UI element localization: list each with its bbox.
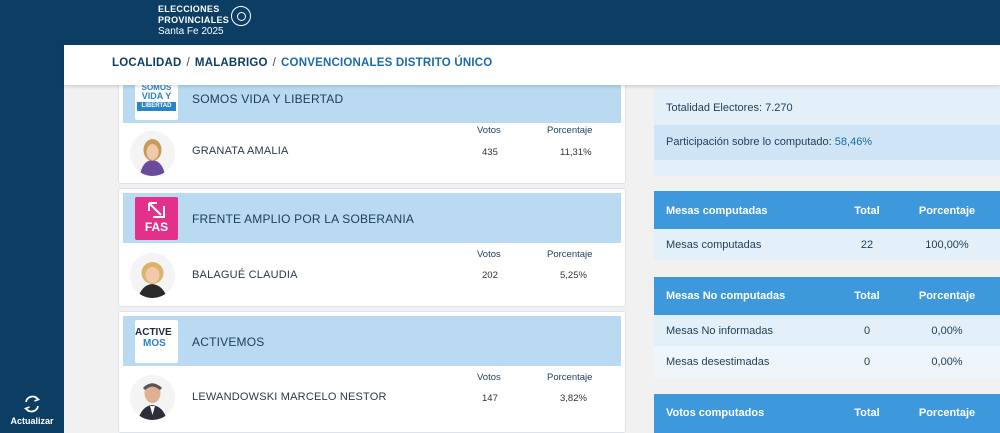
total-electores-row: Totalidad Electores: 7.270 bbox=[654, 88, 1000, 125]
table-row: Mesas desestimadas 0 0,00% bbox=[654, 346, 1000, 378]
breadcrumb-separator: / bbox=[272, 57, 277, 69]
table-row: Mesas No informadas 0 0,00% bbox=[654, 315, 1000, 346]
table-row: Mesas computadas 22 100,00% bbox=[654, 229, 1000, 260]
row-percent: 0,00% bbox=[931, 325, 963, 337]
votos-computados-header: Votos computados Total Porcentaje bbox=[654, 394, 1000, 433]
porcentaje-header: Porcentaje bbox=[547, 249, 593, 260]
percent-value: 11,31% bbox=[560, 147, 592, 158]
party-name: FRENTE AMPLIO POR LA SOBERANIA bbox=[192, 212, 415, 226]
activemos-logo: ACTIVE MOS bbox=[135, 320, 178, 363]
header-cell: Mesas No computadas bbox=[666, 290, 786, 302]
candidate-photo bbox=[130, 253, 175, 298]
row-percent: 100,00% bbox=[925, 239, 969, 251]
row-label: Mesas computadas bbox=[666, 239, 762, 251]
party-card: SOMOS VIDA Y LIBERTAD SOMOS VIDA Y LIBER… bbox=[118, 68, 626, 184]
party-card: ACTIVE MOS ACTIVEMOS Votos Porcentaje LE… bbox=[118, 311, 626, 433]
refresh-button[interactable]: Actualizar bbox=[0, 393, 64, 433]
votes-value: 435 bbox=[482, 147, 498, 158]
porcentaje-header: Porcentaje bbox=[547, 125, 593, 136]
row-label: Mesas No informadas bbox=[666, 325, 773, 337]
logo-line-3: Santa Fe 2025 bbox=[158, 26, 224, 37]
mesas-computadas-header: Mesas computadas Total Porcentaje bbox=[654, 191, 1000, 229]
breadcrumb-malabrigo[interactable]: MALABRIGO bbox=[194, 57, 268, 69]
candidate-name: GRANATA AMALIA bbox=[192, 145, 289, 157]
total-header: Total bbox=[854, 290, 880, 302]
participacion-label: Participación sobre lo computado: bbox=[666, 136, 832, 148]
logo-text: SOMOS bbox=[141, 83, 172, 92]
votos-header: Votos bbox=[477, 125, 501, 136]
logo-text: ACTIVE bbox=[135, 327, 172, 338]
arrow-icon bbox=[148, 202, 165, 218]
party-name: ACTIVEMOS bbox=[192, 335, 265, 349]
votos-header: Votos bbox=[477, 249, 501, 260]
party-header: FAS FRENTE AMPLIO POR LA SOBERANIA bbox=[123, 193, 621, 243]
votes-value: 202 bbox=[482, 270, 498, 281]
total-header: Total bbox=[854, 205, 880, 217]
breadcrumb-separator: / bbox=[186, 57, 190, 69]
top-bar: ELECCIONES PROVINCIALES Santa Fe 2025 bbox=[64, 0, 1000, 45]
porcentaje-header: Porcentaje bbox=[918, 407, 976, 419]
candidate-name: BALAGUÉ CLAUDIA bbox=[192, 269, 298, 281]
porcentaje-header: Porcentaje bbox=[547, 372, 593, 383]
porcentaje-header: Porcentaje bbox=[918, 290, 976, 302]
summary-spacer-row bbox=[654, 160, 1000, 176]
header-cell: Votos computados bbox=[666, 407, 765, 419]
row-label: Mesas desestimadas bbox=[666, 356, 770, 368]
fas-logo: FAS bbox=[135, 197, 178, 240]
party-header: ACTIVE MOS ACTIVEMOS bbox=[123, 316, 621, 366]
breadcrumb-current: CONVENCIONALES DISTRITO ÚNICO bbox=[281, 57, 493, 69]
electores-label: Totalidad Electores: bbox=[666, 102, 762, 114]
party-name: SOMOS VIDA Y LIBERTAD bbox=[192, 92, 344, 106]
row-total: 0 bbox=[863, 356, 871, 368]
row-total: 0 bbox=[863, 325, 871, 337]
row-total: 22 bbox=[860, 239, 874, 251]
porcentaje-header: Porcentaje bbox=[918, 205, 976, 217]
percent-value: 3,82% bbox=[560, 393, 587, 404]
candidate-photo bbox=[130, 375, 175, 420]
logo-text: MOS bbox=[143, 338, 166, 349]
left-rail: Actualizar bbox=[0, 0, 64, 433]
votos-header: Votos bbox=[477, 372, 501, 383]
votes-value: 147 bbox=[482, 393, 498, 404]
row-percent: 0,00% bbox=[931, 356, 963, 368]
breadcrumb-localidad[interactable]: LOCALIDAD bbox=[112, 57, 182, 69]
refresh-icon bbox=[23, 395, 41, 413]
refresh-label: Actualizar bbox=[10, 416, 54, 426]
party-card: FAS FRENTE AMPLIO POR LA SOBERANIA Votos… bbox=[118, 188, 626, 307]
breadcrumb-bar: LOCALIDAD / MALABRIGO / CONVENCIONALES DISTR… bbox=[64, 45, 1000, 85]
logo-text: VIDA Y bbox=[141, 91, 172, 101]
candidate-name: LEWANDOWSKI MARCELO NESTOR bbox=[192, 391, 387, 403]
header-cell: Mesas computadas bbox=[666, 205, 768, 217]
candidate-photo bbox=[130, 131, 175, 176]
electores-value: 7.270 bbox=[765, 102, 793, 114]
total-header: Total bbox=[854, 407, 880, 419]
participacion-value: 58,46% bbox=[834, 136, 873, 148]
logo-text: FAS bbox=[144, 220, 169, 234]
breadcrumb: LOCALIDAD / MALABRIGO / CONVENCIONALES DISTR… bbox=[112, 57, 492, 69]
participacion-row: Participación sobre lo computado: 58,46% bbox=[654, 125, 1000, 160]
percent-value: 5,25% bbox=[560, 270, 587, 281]
logo-text: LIBERTAD bbox=[137, 102, 176, 111]
elecciones-logo[interactable]: ELECCIONES PROVINCIALES Santa Fe 2025 bbox=[158, 4, 251, 37]
mesas-no-computadas-header: Mesas No computadas Total Porcentaje bbox=[654, 277, 1000, 315]
santa-fe-emblem-icon bbox=[231, 6, 251, 26]
logo-line-2: PROVINCIALES bbox=[158, 15, 230, 25]
logo-line-1: ELECCIONES bbox=[158, 4, 220, 14]
